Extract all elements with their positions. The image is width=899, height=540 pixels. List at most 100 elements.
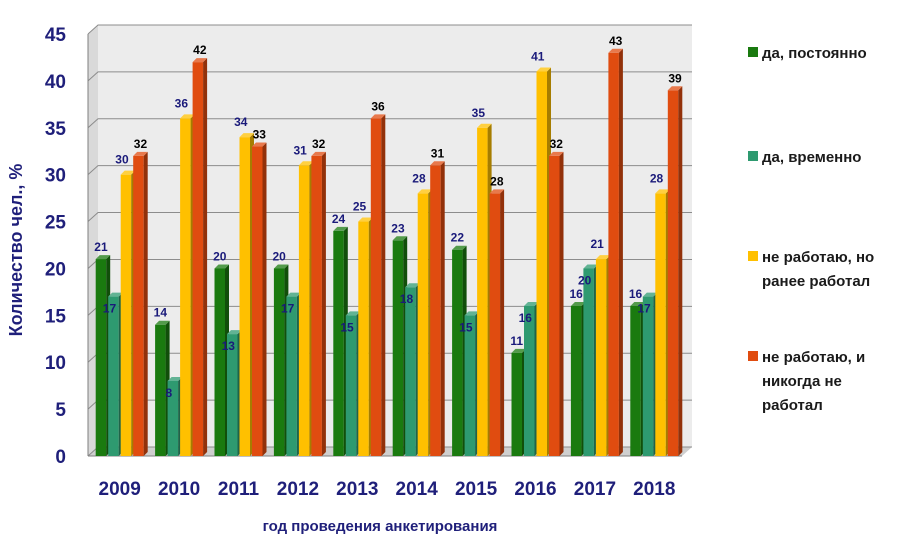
- bar: [214, 264, 229, 456]
- x-axis-title: год проведения анкетирования: [263, 518, 498, 535]
- bar: [108, 292, 123, 456]
- x-tick-label: 2010: [158, 479, 200, 500]
- bar: [595, 255, 611, 456]
- bars: [95, 48, 683, 457]
- data-label: 36: [371, 99, 385, 113]
- bar: [180, 114, 195, 457]
- data-label: 22: [451, 231, 465, 245]
- y-tick-label: 40: [45, 72, 66, 93]
- y-tick-label: 45: [45, 25, 67, 46]
- y-axis-title: Количество чел., %: [6, 164, 26, 337]
- data-label: 31: [293, 143, 307, 157]
- legend-label: не работаю, но ранее работал: [762, 249, 874, 290]
- data-label: 25: [353, 200, 367, 214]
- bar: [608, 48, 623, 456]
- data-labels: 21 17 30 32 14 8 36 42 20 13 34 33 20 17 31 32 24 15 25 36 2…: [94, 34, 682, 400]
- legend-item: не работаю, но ранее работал: [748, 249, 874, 290]
- bar: [570, 301, 586, 456]
- y-tick-label: 30: [45, 166, 66, 187]
- bar: [311, 151, 326, 456]
- data-label: 17: [103, 302, 117, 316]
- x-tick-labels: 2009 2010 2011 2012 2013 2014 2015 2016 2017 2018: [99, 479, 676, 500]
- data-label: 14: [154, 306, 168, 320]
- data-label: 34: [234, 115, 248, 129]
- x-tick-label: 2013: [336, 479, 378, 500]
- x-tick-label: 2018: [633, 479, 675, 500]
- data-label: 35: [472, 106, 486, 120]
- x-tick-label: 2014: [396, 479, 439, 500]
- bar: [583, 264, 598, 456]
- bar: [252, 142, 267, 457]
- data-label: 11: [510, 334, 523, 348]
- data-label: 41: [531, 50, 545, 64]
- legend-swatch: [748, 351, 758, 361]
- bar: [417, 189, 433, 456]
- legend-swatch: [748, 47, 758, 57]
- bar: [95, 255, 111, 456]
- legend-label: да, временно: [762, 149, 861, 166]
- data-label: 21: [590, 237, 604, 251]
- data-label: 24: [332, 212, 346, 226]
- x-tick-label: 2016: [514, 479, 556, 500]
- x-tick-label: 2015: [455, 479, 498, 500]
- y-tick-label: 20: [45, 259, 66, 280]
- x-tick-label: 2012: [277, 479, 319, 500]
- bar: [370, 114, 386, 457]
- gridline: [87, 118, 692, 129]
- bar: [430, 161, 445, 457]
- data-label: 20: [272, 249, 286, 263]
- y-tick-label: 5: [55, 400, 66, 421]
- data-label: 16: [519, 311, 533, 325]
- y-tick-labels: 0 5 10 15 20 25 30 35 40 45: [45, 25, 67, 468]
- gridline: [87, 24, 692, 35]
- data-label: 16: [629, 287, 643, 301]
- data-label: 20: [213, 249, 227, 263]
- data-label: 32: [134, 137, 148, 151]
- data-label: 31: [431, 146, 445, 160]
- legend-label: да, постоянно: [762, 45, 867, 62]
- y-tick-label: 10: [45, 353, 66, 374]
- data-label: 28: [650, 171, 664, 185]
- data-label: 18: [400, 292, 414, 306]
- bar: [358, 217, 373, 456]
- data-label: 17: [637, 302, 651, 316]
- side-wall: [88, 25, 98, 456]
- legend-swatch: [748, 151, 758, 161]
- bar: [273, 264, 289, 456]
- data-label: 30: [115, 153, 129, 167]
- data-label: 21: [94, 240, 108, 254]
- data-label: 15: [340, 320, 354, 334]
- legend-item: не работаю, и никогда не работал: [748, 349, 865, 414]
- data-label: 28: [490, 174, 504, 188]
- data-label: 33: [253, 128, 267, 142]
- bar: [120, 170, 136, 456]
- bar: [667, 86, 683, 457]
- data-label: 28: [412, 171, 426, 185]
- gridline: [87, 71, 692, 82]
- bar: [452, 245, 467, 456]
- data-label: 13: [222, 339, 236, 353]
- data-label: 39: [668, 71, 682, 85]
- bar: [239, 133, 254, 456]
- legend-item: да, временно: [748, 149, 861, 166]
- legend-item: да, постоянно: [748, 45, 867, 62]
- data-label: 15: [459, 320, 473, 334]
- x-tick-label: 2011: [218, 479, 260, 500]
- bar: [298, 161, 314, 457]
- data-label: 20: [578, 273, 592, 287]
- bar: [333, 226, 348, 456]
- bar: [642, 292, 658, 456]
- legend-swatch: [748, 251, 758, 261]
- x-tick-label: 2009: [99, 479, 141, 500]
- x-tick-label: 2017: [574, 479, 616, 500]
- gridline: [87, 165, 692, 176]
- legend: да, постоянно да, временно не работаю, но р…: [748, 45, 874, 414]
- data-label: 32: [550, 137, 564, 151]
- data-label: 23: [391, 221, 405, 235]
- data-label: 42: [193, 43, 207, 57]
- bar: [524, 301, 539, 456]
- bar: [549, 151, 564, 456]
- data-label: 43: [609, 34, 623, 48]
- bar: [392, 236, 408, 456]
